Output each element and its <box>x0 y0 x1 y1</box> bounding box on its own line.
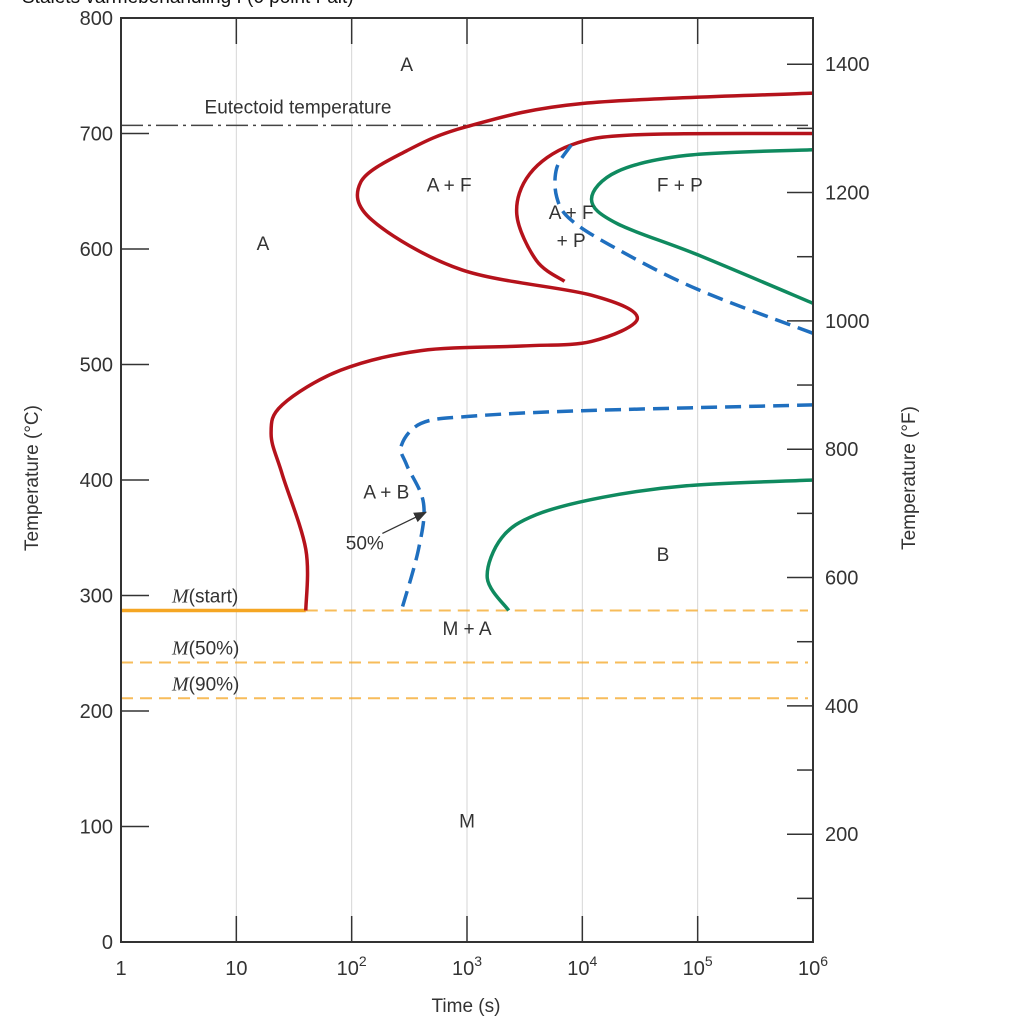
region-label: A <box>257 234 270 255</box>
curve-pearlite-50-upper <box>553 144 814 335</box>
y-tick-label: 500 <box>80 355 113 377</box>
y2-tick-label: 1400 <box>825 54 870 76</box>
m90-label: M(90%) <box>171 673 239 695</box>
x-tick-label: 104 <box>567 953 597 980</box>
y2-axis-title: Temperature (°F) <box>899 406 920 550</box>
martensite-lines: M(start) M(50%) M(90%) <box>121 586 808 700</box>
region-label: M <box>459 812 475 833</box>
y2-tick-label: 1200 <box>825 183 870 205</box>
y2-tick-label: 1000 <box>825 311 870 333</box>
region-label: 50% <box>346 533 384 554</box>
y2-tick-label: 600 <box>825 568 858 590</box>
m50-label: M(50%) <box>171 637 239 659</box>
x-tick-label: 1 <box>115 958 126 980</box>
axis-ticks: 1 10 102 103 104 105 106 0 100 200 300 400 500 600 700… <box>80 8 870 980</box>
y-tick-label: 400 <box>80 470 113 492</box>
y-tick-label: 200 <box>80 701 113 723</box>
region-label: F + P <box>657 175 703 196</box>
x-tick-label: 102 <box>337 953 367 980</box>
y2-tick-label: 200 <box>825 824 858 846</box>
x-tick-label: 105 <box>683 953 713 980</box>
region-label: B <box>657 545 670 566</box>
y-tick-label: 600 <box>80 239 113 261</box>
region-labels: A A A + F A + F + P F + P A + B 50% B M + A M <box>257 55 703 833</box>
x-tick-label: 10 <box>225 958 247 980</box>
x-tick-label: 106 <box>798 953 828 980</box>
y-tick-label: 300 <box>80 586 113 608</box>
y-tick-label: 0 <box>102 932 113 954</box>
curve-pearlite-finish-upper <box>589 147 814 305</box>
curve-bainite-finish <box>485 478 814 612</box>
x-axis-title: Time (s) <box>432 996 501 1017</box>
y-tick-label: 800 <box>80 8 113 30</box>
y2-tick-label: 400 <box>825 696 858 718</box>
curve-ferrite-start <box>269 91 814 611</box>
region-label: A <box>400 55 413 76</box>
region-label: + P <box>557 231 586 252</box>
region-label: A + F <box>549 203 594 224</box>
eutectoid-line: Eutectoid temperature <box>121 97 813 127</box>
ms-start-label: M(start) <box>171 586 238 608</box>
page-heading: Stålets värmebehandling I (6 point Fält) <box>22 0 354 8</box>
y-tick-label: 700 <box>80 124 113 146</box>
grid <box>235 18 699 942</box>
annotation-arrow <box>382 511 428 535</box>
transformation-curves <box>269 91 814 612</box>
region-label: A + B <box>363 483 409 504</box>
curve-bainite-50 <box>398 403 814 611</box>
eutectoid-label: Eutectoid temperature <box>205 97 392 118</box>
region-label: A + F <box>427 175 472 196</box>
y-axis-title: Temperature (°C) <box>22 405 43 551</box>
region-label: M + A <box>442 619 491 640</box>
y2-tick-label: 800 <box>825 439 858 461</box>
y-tick-label: 100 <box>80 817 113 839</box>
curve-pearlite-start-upper <box>514 131 814 283</box>
x-tick-label: 103 <box>452 953 482 980</box>
